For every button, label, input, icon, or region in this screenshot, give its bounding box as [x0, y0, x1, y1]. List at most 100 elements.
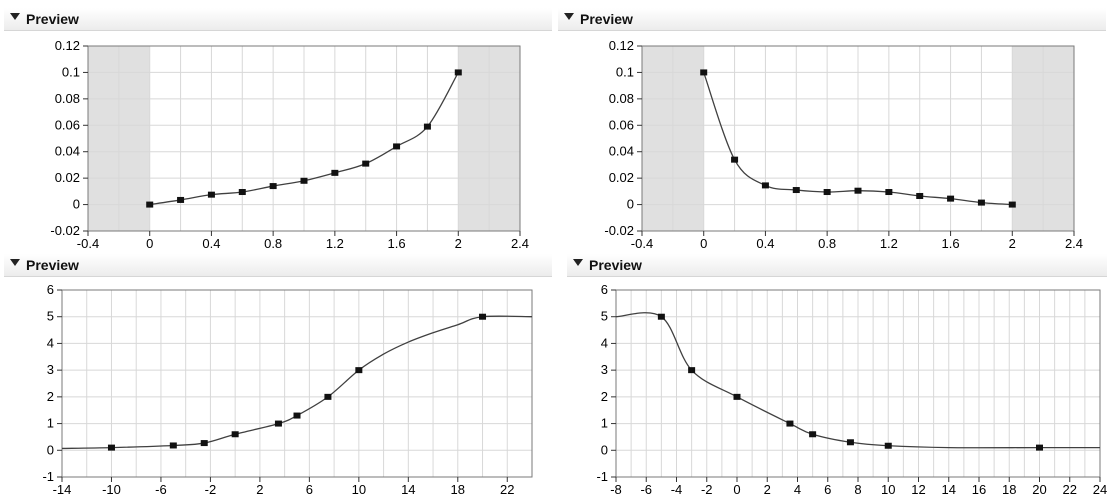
y-tick-label: 4	[47, 335, 54, 350]
data-point-marker[interactable]	[854, 187, 862, 194]
data-point-marker[interactable]	[200, 440, 208, 447]
preview-header[interactable]: Preview	[4, 254, 552, 277]
data-point-marker[interactable]	[977, 199, 985, 206]
preview-panel-top-right: Preview -0.4 0 0.4 0.8 1.2 1.6 2 2.4 -0.02 0 0.02 0…	[558, 8, 1106, 252]
y-tick-label: 0.04	[55, 144, 80, 159]
data-point-marker[interactable]	[300, 177, 308, 184]
y-tick-label: -0.02	[604, 223, 634, 238]
data-point-marker[interactable]	[177, 196, 185, 203]
y-tick-label: 0.02	[55, 170, 80, 185]
y-tick-label: 6	[601, 282, 608, 297]
x-tick-label: 0	[700, 236, 707, 251]
x-tick-label: -6	[155, 482, 167, 497]
x-tick-label: 1.6	[942, 236, 960, 251]
data-point-marker[interactable]	[169, 442, 177, 449]
data-point-marker[interactable]	[355, 367, 363, 374]
data-point-marker[interactable]	[846, 439, 854, 446]
collapse-triangle-icon[interactable]	[573, 259, 583, 266]
x-tick-label: 2	[1009, 236, 1016, 251]
data-point-marker[interactable]	[231, 431, 239, 438]
y-tick-label: 1	[47, 416, 54, 431]
data-point-marker[interactable]	[1008, 201, 1016, 208]
data-point-marker[interactable]	[293, 412, 301, 419]
preview-title: Preview	[589, 257, 642, 273]
y-tick-label: 3	[601, 362, 608, 377]
data-point-marker[interactable]	[1036, 444, 1043, 451]
y-tick-label: 0	[601, 442, 608, 457]
collapse-triangle-icon[interactable]	[10, 13, 20, 20]
x-tick-label: 0.4	[202, 236, 220, 251]
y-tick-label: 1	[601, 416, 608, 431]
x-tick-label: -2	[205, 482, 217, 497]
x-tick-label: -10	[102, 482, 121, 497]
data-point-marker[interactable]	[274, 420, 282, 427]
plot-frame	[641, 45, 1075, 232]
data-point-marker[interactable]	[146, 201, 154, 208]
data-point-marker[interactable]	[238, 189, 246, 196]
data-point-marker[interactable]	[885, 189, 893, 196]
preview-header[interactable]: Preview	[567, 254, 1107, 277]
x-tick-label: -0.4	[77, 236, 99, 251]
x-tick-label: 2.4	[1065, 236, 1083, 251]
preview-header[interactable]: Preview	[558, 8, 1106, 31]
data-point-marker[interactable]	[269, 183, 277, 190]
y-tick-label: 0	[627, 197, 634, 212]
preview-header[interactable]: Preview	[4, 8, 552, 31]
x-tick-label: -14	[53, 482, 72, 497]
data-point-marker[interactable]	[423, 123, 431, 130]
collapse-triangle-icon[interactable]	[10, 259, 20, 266]
y-tick-label: -1	[42, 469, 54, 484]
x-tick-label: 1.2	[326, 236, 344, 251]
plot-frame	[61, 289, 533, 478]
x-tick-label: 14	[942, 482, 956, 497]
y-tick-label: 0.1	[62, 64, 80, 79]
y-tick-label: 2	[601, 389, 608, 404]
x-tick-label: 1.6	[388, 236, 406, 251]
preview-title: Preview	[26, 11, 79, 27]
data-point-marker[interactable]	[884, 442, 892, 449]
data-point-marker[interactable]	[823, 189, 831, 196]
x-tick-label: 10	[881, 482, 895, 497]
y-tick-label: 0.02	[609, 170, 634, 185]
data-point-marker[interactable]	[947, 195, 955, 202]
x-tick-label: 0.8	[818, 236, 836, 251]
data-point-marker[interactable]	[761, 182, 769, 189]
data-point-marker[interactable]	[324, 393, 332, 400]
data-point-marker[interactable]	[700, 69, 708, 76]
data-point-marker[interactable]	[733, 393, 741, 400]
x-tick-label: 10	[352, 482, 366, 497]
data-point-marker[interactable]	[331, 169, 339, 176]
collapse-triangle-icon[interactable]	[564, 13, 574, 20]
y-tick-label: 0	[47, 442, 54, 457]
data-point-marker[interactable]	[362, 160, 370, 167]
data-point-marker[interactable]	[916, 192, 924, 199]
x-tick-label: 6	[306, 482, 313, 497]
x-tick-label: 22	[500, 482, 514, 497]
x-tick-label: 12	[911, 482, 925, 497]
preview-panel-bottom-right: Preview -8 -6 -4 -2 0 2 4 6 8 10 12 14 16 18 20 22 24 -1 0…	[567, 254, 1107, 497]
data-point-marker[interactable]	[479, 313, 487, 320]
y-tick-label: 5	[601, 309, 608, 324]
data-point-marker[interactable]	[731, 156, 739, 163]
data-point-marker[interactable]	[792, 187, 800, 194]
data-point-marker[interactable]	[107, 444, 115, 451]
data-point-marker[interactable]	[688, 367, 696, 374]
x-tick-label: 4	[794, 482, 801, 497]
data-point-marker[interactable]	[207, 191, 215, 198]
x-tick-label: 20	[1032, 482, 1046, 497]
y-tick-label: 2	[47, 389, 54, 404]
data-point-marker[interactable]	[454, 69, 462, 76]
x-tick-label: 14	[401, 482, 415, 497]
y-tick-label: 0.12	[609, 38, 634, 53]
data-point-marker[interactable]	[786, 420, 794, 427]
x-tick-label: -6	[640, 482, 652, 497]
y-tick-label: 0	[73, 197, 80, 212]
y-tick-label: 3	[47, 362, 54, 377]
x-tick-label: 6	[824, 482, 831, 497]
data-point-marker[interactable]	[809, 431, 817, 438]
preview-panel-top-left: Preview -0.4 0 0.4 0.8 1.2 1.6 2 2.4 -0.02 0 0.02 0…	[4, 8, 552, 252]
data-point-marker[interactable]	[657, 313, 665, 320]
data-point-marker[interactable]	[393, 143, 401, 150]
